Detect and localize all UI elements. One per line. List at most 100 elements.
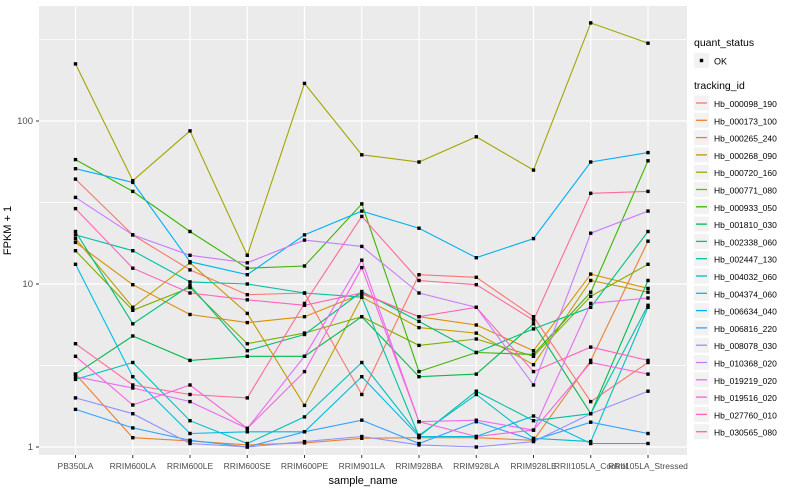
data-point [302, 301, 307, 306]
legend-item-Hb_000268_090: Hb_000268_090 [694, 147, 777, 163]
data-point [73, 236, 78, 241]
data-point [188, 392, 192, 397]
data-point [188, 438, 192, 442]
data-point [245, 396, 249, 400]
x-tick-label: RRIM600SE [224, 461, 272, 471]
legend-title-quant-status: quant_status [694, 37, 754, 49]
data-point [417, 319, 421, 324]
data-point [188, 229, 192, 234]
gridlines [39, 6, 687, 455]
data-point [73, 177, 78, 181]
data-point [131, 283, 135, 287]
data-point [417, 315, 421, 319]
data-point [589, 278, 593, 283]
data-point [73, 206, 78, 211]
data-point [245, 261, 249, 265]
ok-point-icon [699, 58, 704, 63]
x-tick-label: RRIM600PE [281, 461, 329, 471]
legend-item-Hb_019516_020: Hb_019516_020 [694, 389, 777, 405]
data-point [131, 360, 135, 365]
data-point [646, 358, 650, 363]
data-point [131, 233, 135, 237]
data-point [245, 349, 249, 353]
data-point [417, 325, 421, 330]
data-point [188, 129, 192, 133]
data-point [417, 278, 421, 283]
data-point [360, 209, 364, 213]
data-point [646, 441, 650, 446]
data-point [589, 301, 593, 306]
legend-item-Hb_002338_060: Hb_002338_060 [694, 233, 777, 249]
legend-label: Hb_000771_080 [714, 186, 777, 196]
data-point [245, 266, 249, 270]
data-point [188, 280, 192, 284]
data-point [360, 315, 364, 319]
data-point [73, 342, 78, 346]
axes: 1 10 100 PB350LA RRIM600LA RRIM600LE RRIM600SE… [2, 116, 688, 487]
data-point [245, 293, 249, 297]
legend-item-Hb_000265_240: Hb_000265_240 [694, 130, 777, 146]
data-point [245, 320, 249, 325]
x-axis-title: sample_name [328, 475, 397, 487]
data-point [188, 291, 192, 295]
data-point [474, 283, 478, 287]
data-point [131, 436, 135, 440]
data-point [131, 375, 135, 379]
legend-label: Hb_010368_020 [714, 359, 777, 369]
data-point [417, 375, 421, 379]
data-point [646, 262, 650, 266]
data-point [417, 343, 421, 348]
data-points [73, 21, 650, 449]
data-point [360, 291, 364, 295]
data-point [73, 396, 78, 400]
data-point [589, 399, 593, 404]
legend-label: Hb_006816_220 [714, 324, 777, 334]
data-point [531, 439, 536, 444]
data-point [245, 430, 249, 434]
data-point [474, 337, 478, 341]
data-point [245, 426, 249, 431]
data-point [531, 363, 536, 367]
data-point [531, 315, 536, 319]
data-point [73, 354, 78, 358]
x-tick-label: RRIM600LE [167, 461, 214, 471]
data-point [474, 389, 478, 393]
data-point [360, 214, 364, 219]
data-point [589, 305, 593, 309]
data-point [531, 419, 536, 423]
data-point [131, 403, 135, 407]
data-point [474, 275, 478, 279]
data-point [131, 334, 135, 338]
data-point [188, 431, 192, 436]
data-point [73, 62, 78, 66]
data-point [188, 358, 192, 363]
legend-label: Hb_004374_060 [714, 289, 777, 299]
data-point [531, 414, 536, 418]
data-point [73, 377, 78, 382]
data-point [188, 399, 192, 404]
legend-item-Hb_002447_130: Hb_002447_130 [694, 251, 777, 267]
data-point [188, 441, 192, 446]
x-tick-label: RRIM928LE [510, 461, 557, 471]
data-point [302, 303, 307, 307]
data-point [360, 202, 364, 206]
data-point [531, 327, 536, 331]
data-point [131, 386, 135, 390]
data-point [589, 358, 593, 363]
legend-item-Hb_001810_030: Hb_001810_030 [694, 216, 777, 232]
data-point [360, 265, 364, 270]
data-point [73, 240, 78, 245]
data-point [360, 392, 364, 397]
data-point [646, 278, 650, 283]
data-point [589, 191, 593, 195]
data-point [531, 354, 536, 358]
data-point [474, 372, 478, 376]
data-point [589, 160, 593, 164]
data-point [73, 375, 78, 379]
legend-label: Hb_019516_020 [714, 393, 777, 403]
data-point [589, 439, 593, 444]
legend-label: Hb_000268_090 [714, 151, 777, 161]
data-point [646, 360, 650, 365]
x-tick-label: RRIM901LA [339, 461, 386, 471]
data-point [302, 315, 307, 319]
